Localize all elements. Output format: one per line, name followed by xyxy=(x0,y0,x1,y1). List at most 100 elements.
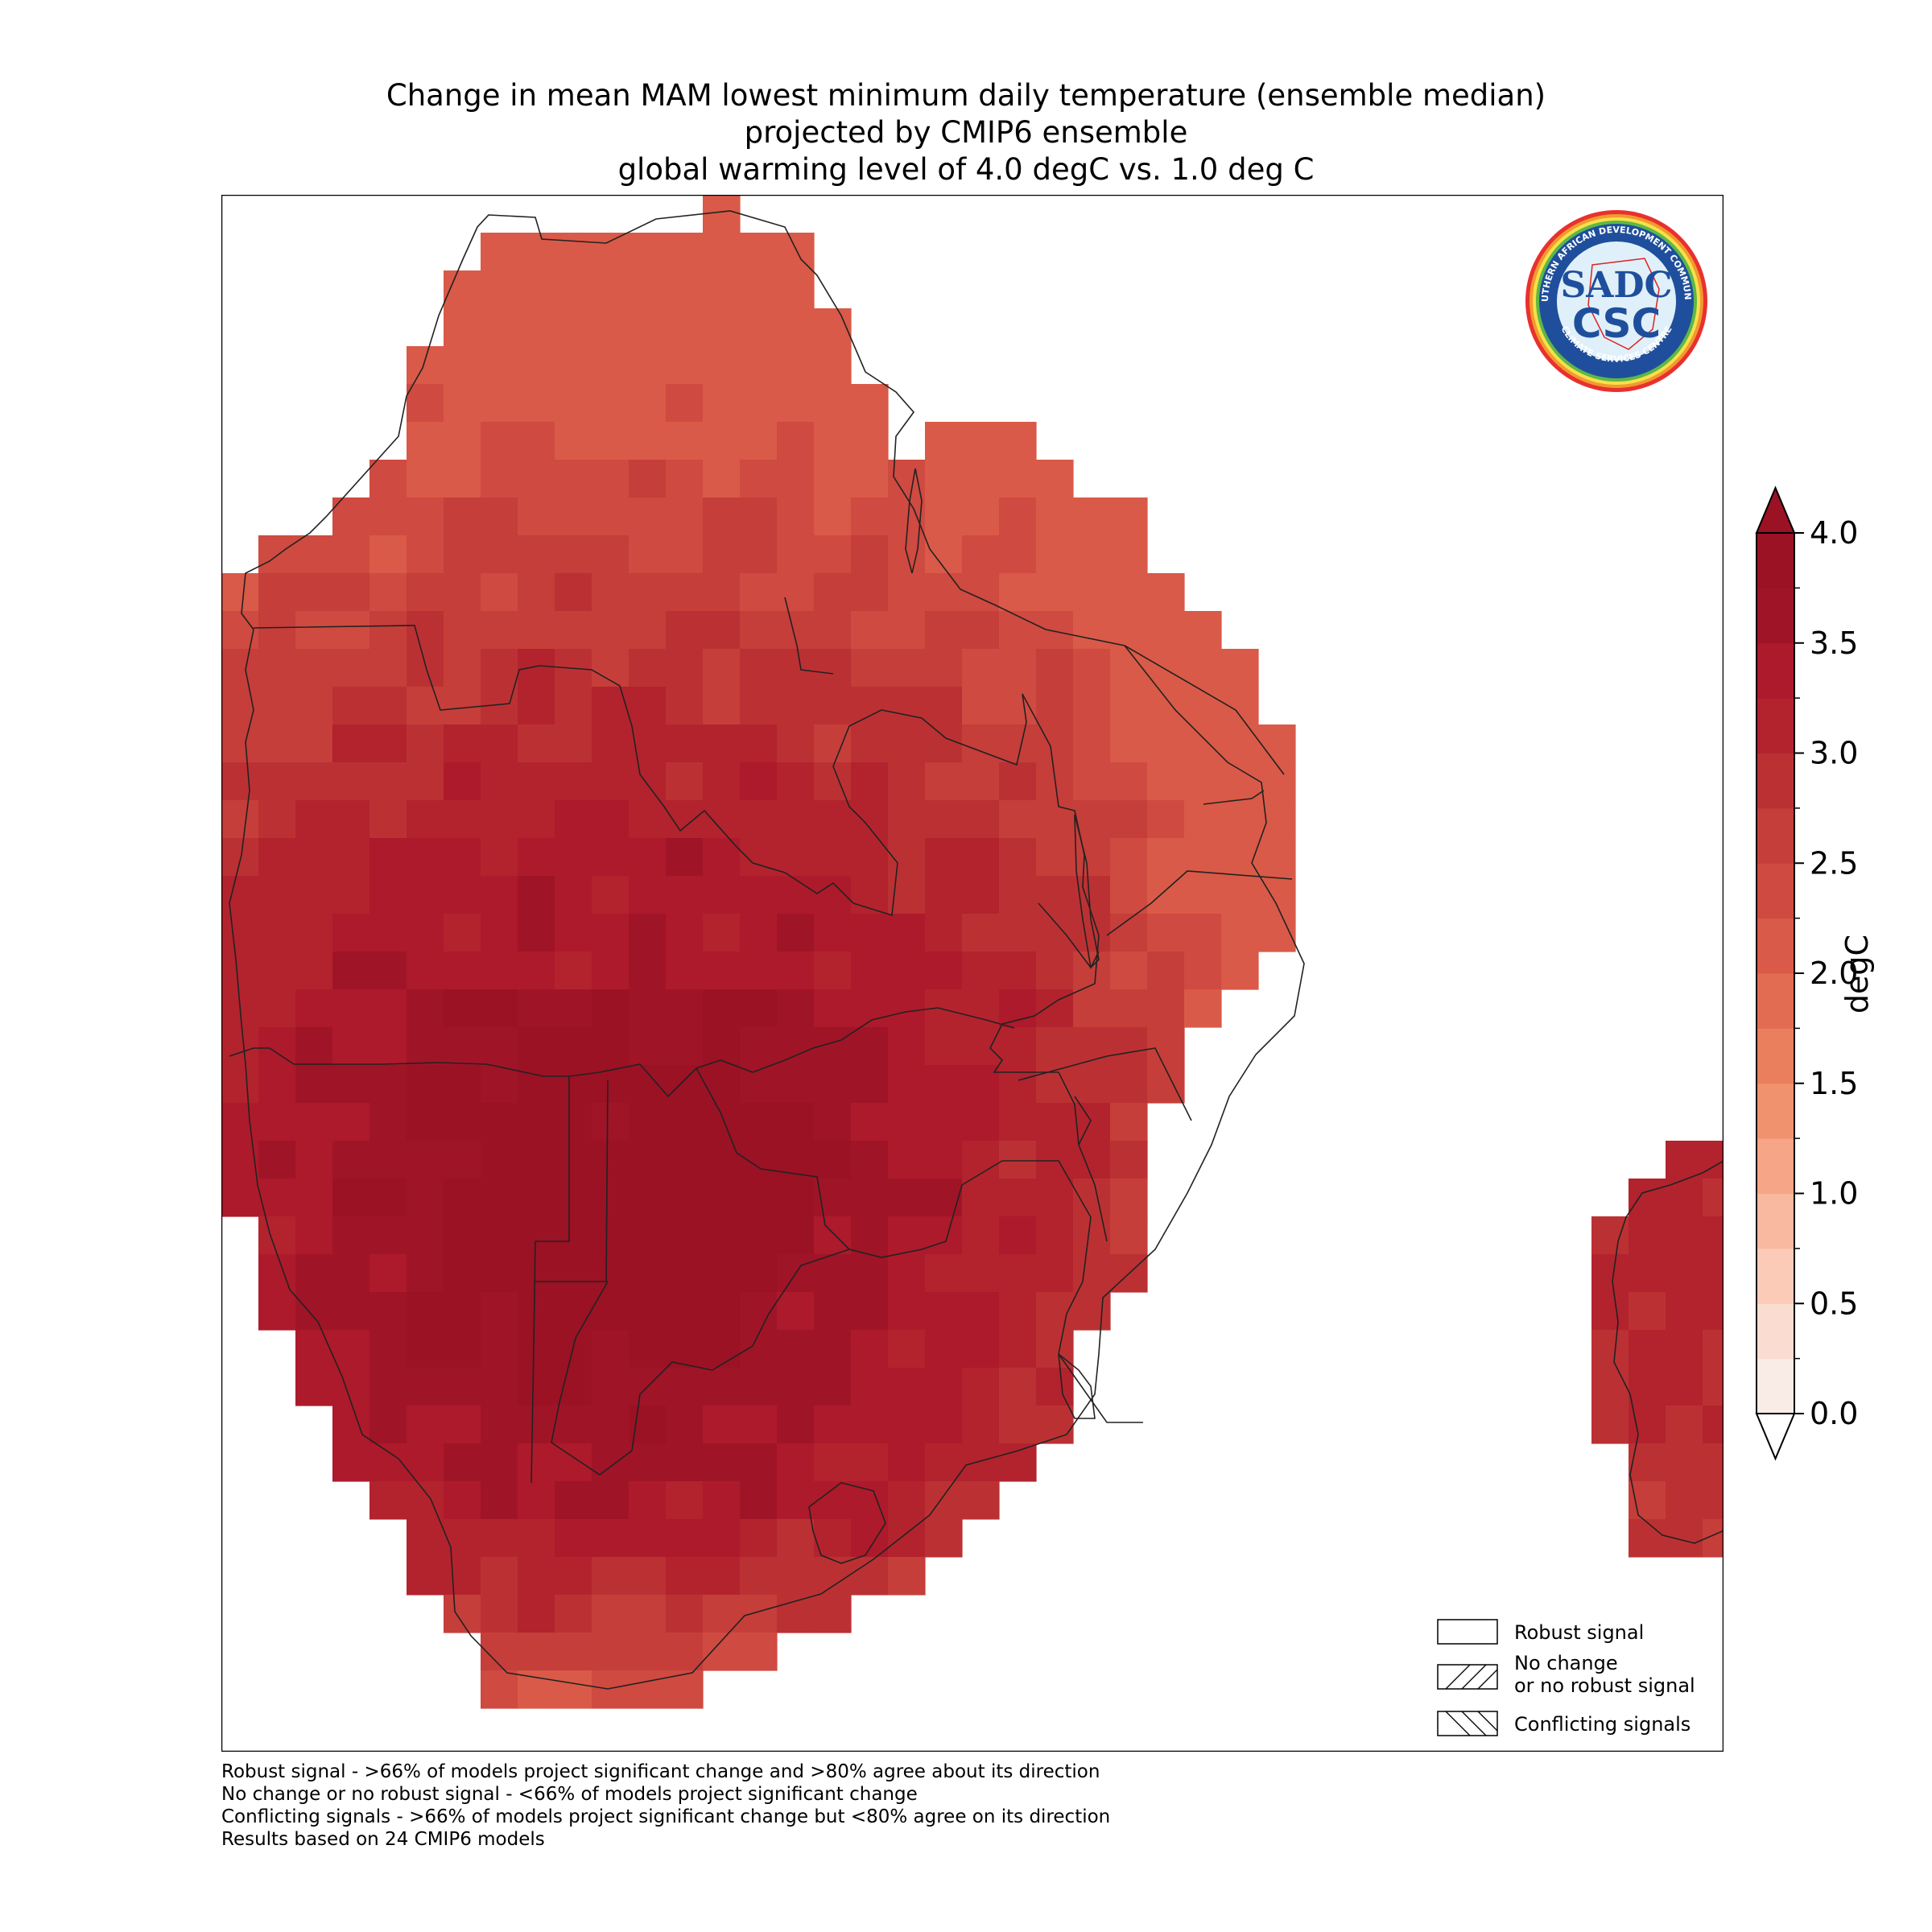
grid-cell xyxy=(555,724,592,763)
grid-cell xyxy=(1036,952,1074,990)
grid-cell xyxy=(814,1254,852,1293)
grid-cell xyxy=(777,1103,815,1141)
grid-cell xyxy=(592,573,630,612)
grid-cell xyxy=(999,1141,1037,1179)
grid-cell xyxy=(369,800,407,839)
grid-cell xyxy=(1036,1406,1074,1444)
grid-cell xyxy=(666,1027,704,1066)
grid-cell xyxy=(666,308,704,347)
grid-cell xyxy=(703,1519,741,1558)
grid-cell xyxy=(555,1406,592,1444)
grid-cell xyxy=(962,422,1000,460)
grid-cell xyxy=(518,497,555,536)
grid-cell xyxy=(481,346,518,385)
colorbar-tick-label: 2.0 xyxy=(1810,956,1858,991)
colorbar-segment xyxy=(1757,1028,1794,1084)
grid-cell xyxy=(295,649,333,687)
grid-cell xyxy=(1073,762,1111,801)
grid-cell xyxy=(1036,573,1074,612)
grid-cell xyxy=(703,346,741,385)
grid-cell xyxy=(1591,1330,1629,1368)
grid-cell xyxy=(221,1103,259,1141)
grid-cell xyxy=(1629,1519,1666,1558)
grid-cell xyxy=(518,649,555,687)
no-change-swatch xyxy=(1437,1664,1498,1690)
grid-cell xyxy=(518,1406,555,1444)
grid-cell xyxy=(777,649,815,687)
grid-cell xyxy=(740,1443,778,1482)
grid-cell xyxy=(295,573,333,612)
grid-cell xyxy=(444,989,481,1028)
grid-cell xyxy=(925,497,963,536)
grid-cell xyxy=(1147,724,1185,763)
grid-cell xyxy=(666,838,704,877)
grid-cell xyxy=(592,800,630,839)
grid-cell xyxy=(518,270,555,309)
grid-cell xyxy=(1629,1368,1666,1406)
grid-cell xyxy=(407,497,444,536)
grid-cell xyxy=(555,1065,592,1104)
grid-cell xyxy=(925,1027,963,1066)
grid-cell xyxy=(221,914,259,952)
grid-cell xyxy=(629,1330,667,1368)
grid-cell xyxy=(444,346,481,385)
grid-cell xyxy=(629,649,667,687)
grid-cell xyxy=(962,1065,1000,1104)
grid-cell xyxy=(407,1141,444,1179)
grid-cell xyxy=(851,724,889,763)
grid-cell xyxy=(592,1330,630,1368)
grid-cell xyxy=(703,762,741,801)
grid-cell xyxy=(703,1481,741,1520)
grid-cell xyxy=(444,1141,481,1179)
grid-cell xyxy=(777,573,815,612)
colorbar-segment xyxy=(1757,1083,1794,1139)
grid-cell xyxy=(925,876,963,914)
grid-cell xyxy=(592,611,630,650)
grid-cell xyxy=(592,876,630,914)
grid-cell xyxy=(666,611,704,650)
grid-cell xyxy=(481,460,518,498)
grid-cell xyxy=(481,1141,518,1179)
grid-cell xyxy=(258,611,296,650)
grid-cell xyxy=(925,422,963,460)
grid-cell xyxy=(1703,1330,1724,1368)
grid-cell xyxy=(444,649,481,687)
grid-cell xyxy=(221,1065,259,1104)
grid-cell xyxy=(555,233,592,271)
grid-cell xyxy=(555,800,592,839)
grid-cell xyxy=(814,1103,852,1141)
grid-cell xyxy=(629,1027,667,1066)
grid-cell xyxy=(1666,1368,1703,1406)
grid-cell xyxy=(481,270,518,309)
grid-cell xyxy=(518,1633,555,1671)
grid-cell xyxy=(777,1406,815,1444)
grid-cell xyxy=(962,762,1000,801)
grid-cell xyxy=(629,876,667,914)
grid-cell xyxy=(407,1443,444,1482)
grid-cell xyxy=(703,1179,741,1217)
grid-cell xyxy=(888,1330,926,1368)
grid-cell xyxy=(555,1557,592,1596)
grid-cell xyxy=(777,535,815,574)
grid-cell xyxy=(703,384,741,423)
colorbar-segment xyxy=(1757,698,1794,753)
grid-cell xyxy=(592,1368,630,1406)
grid-cell xyxy=(999,1179,1037,1217)
grid-cell xyxy=(518,1481,555,1520)
grid-cell xyxy=(481,838,518,877)
grid-cell xyxy=(629,233,667,271)
grid-cell xyxy=(518,1065,555,1104)
grid-cell xyxy=(1073,838,1111,877)
grid-cell xyxy=(814,384,852,423)
grid-cell xyxy=(703,952,741,990)
grid-cell xyxy=(1036,535,1074,574)
grid-cell xyxy=(555,1481,592,1520)
grid-cell xyxy=(925,1179,963,1217)
grid-cell xyxy=(777,1481,815,1520)
grid-cell xyxy=(814,838,852,877)
grid-cell xyxy=(777,233,815,271)
grid-cell xyxy=(518,1670,555,1709)
grid-cell xyxy=(258,535,296,574)
grid-cell xyxy=(888,1368,926,1406)
grid-cell xyxy=(814,535,852,574)
